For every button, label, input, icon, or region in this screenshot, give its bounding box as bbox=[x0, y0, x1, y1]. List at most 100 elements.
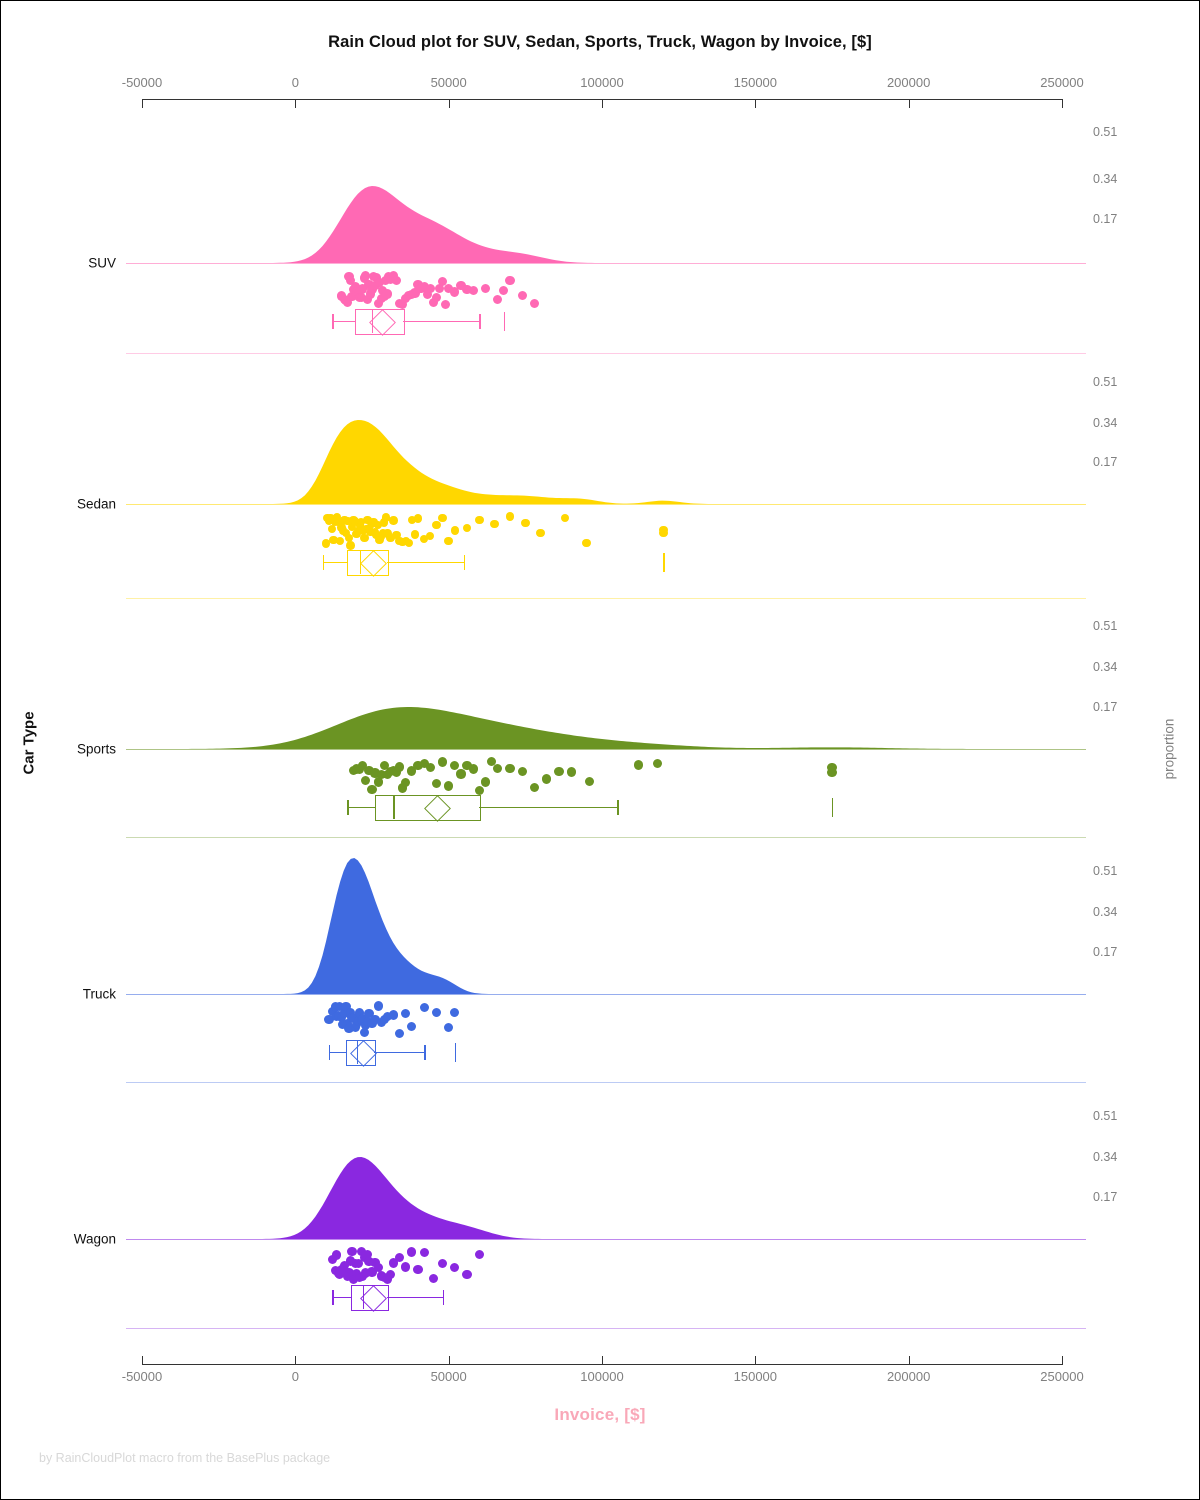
rain-dot bbox=[386, 533, 395, 543]
rain-dot bbox=[358, 284, 368, 294]
rain-dot bbox=[326, 513, 335, 523]
rain-dot bbox=[450, 526, 459, 535]
rain-dot bbox=[364, 1256, 374, 1266]
proportion-tick-label: 0.17 bbox=[1093, 212, 1118, 226]
x-axis-tick bbox=[142, 1356, 143, 1365]
rain-dot bbox=[475, 515, 484, 525]
rain-dot bbox=[341, 529, 351, 538]
density-cloud-truck bbox=[142, 858, 1062, 995]
rain-dot bbox=[401, 777, 411, 787]
rain-dot bbox=[336, 1013, 346, 1023]
box-whisker-line bbox=[479, 807, 618, 809]
box-whisker-line bbox=[373, 1052, 425, 1054]
proportion-tick-label: 0.17 bbox=[1093, 945, 1118, 959]
rain-dot bbox=[468, 764, 478, 774]
rain-dot bbox=[517, 767, 527, 777]
rain-dot bbox=[425, 762, 435, 773]
rain-dot bbox=[474, 786, 484, 796]
footer-note: by RainCloudPlot macro from the BasePlus… bbox=[39, 1451, 331, 1465]
x-axis-tick bbox=[602, 99, 603, 108]
rain-dot bbox=[391, 767, 402, 777]
rain-dot bbox=[395, 1252, 405, 1262]
whisker-cap-high bbox=[424, 1045, 426, 1060]
rain-dot bbox=[361, 1268, 371, 1278]
rain-dot bbox=[370, 1258, 380, 1268]
rain-dot bbox=[364, 1008, 374, 1018]
rain-dot bbox=[336, 1265, 346, 1275]
rain-dot bbox=[344, 533, 354, 543]
panel-sports: Sports 0.17 0.34 0.51 bbox=[1, 1, 1200, 838]
panel-separator bbox=[126, 598, 1086, 599]
rain-dot bbox=[422, 290, 432, 300]
box-outlier-mark bbox=[454, 1043, 457, 1062]
rain-dot bbox=[370, 1014, 380, 1024]
rain-dot bbox=[505, 276, 515, 286]
panel-suv: SUV 0.17 0.34 0.51 bbox=[1, 1, 1200, 354]
rain-dot bbox=[407, 1247, 417, 1257]
rain-dot bbox=[517, 290, 527, 301]
rain-dot bbox=[376, 769, 386, 779]
rain-dot bbox=[582, 538, 591, 548]
rain-dot bbox=[554, 766, 564, 776]
panel-wagon: Wagon 0.17 0.34 0.51 bbox=[1, 1, 1200, 1329]
rain-dot bbox=[354, 526, 363, 536]
x-axis-tick-label: 200000 bbox=[886, 1369, 931, 1384]
rain-dot bbox=[347, 291, 357, 301]
density-cloud-suv bbox=[142, 186, 1062, 264]
panel-truck: Truck 0.17 0.34 0.51 bbox=[1, 1, 1200, 1083]
box-whisker-line bbox=[332, 321, 356, 323]
rain-dot bbox=[419, 282, 429, 292]
category-label-sedan: Sedan bbox=[76, 496, 116, 512]
rain-dot bbox=[358, 1014, 368, 1024]
whisker-cap-high bbox=[479, 314, 481, 329]
rain-dot bbox=[437, 1259, 448, 1269]
panel-separator bbox=[126, 1082, 1086, 1083]
rain-dot bbox=[395, 762, 405, 772]
x-axis-tick bbox=[755, 99, 757, 108]
rain-dot bbox=[401, 1262, 411, 1272]
rain-dot bbox=[444, 284, 454, 294]
rain-dot bbox=[361, 270, 371, 280]
rain-dot bbox=[450, 761, 460, 771]
whisker-cap-low bbox=[332, 1290, 334, 1305]
rain-dot bbox=[353, 1258, 363, 1269]
x-axis-tick-label: 250000 bbox=[1040, 1369, 1084, 1384]
rain-dot bbox=[480, 777, 491, 787]
x-axis-tick-label: 50000 bbox=[430, 1369, 467, 1384]
rain-dot bbox=[388, 271, 399, 281]
rain-dot bbox=[407, 515, 417, 525]
rain-dot bbox=[358, 761, 368, 771]
rain-dot bbox=[373, 298, 383, 308]
x-axis-title: Invoice, [$] bbox=[554, 1405, 646, 1424]
box-iqr bbox=[350, 1285, 390, 1311]
rain-dot bbox=[462, 284, 472, 294]
rain-dot bbox=[378, 529, 387, 538]
proportion-tick-label: 0.51 bbox=[1093, 619, 1118, 633]
rain-dot bbox=[345, 1008, 356, 1018]
rain-dot bbox=[359, 1028, 369, 1038]
rain-dot bbox=[505, 763, 515, 773]
rain-dot bbox=[389, 516, 398, 525]
proportion-tick-label: 0.51 bbox=[1093, 375, 1118, 389]
rain-dot bbox=[327, 524, 337, 534]
panel-sedan: Sedan 0.17 0.34 0.51 bbox=[1, 1, 1200, 599]
rain-dot bbox=[431, 779, 441, 789]
rain-dot bbox=[372, 272, 382, 282]
density-cloud-sedan bbox=[142, 420, 1062, 505]
rain-dot bbox=[536, 528, 545, 538]
rain-dot bbox=[398, 300, 408, 310]
rain-dot bbox=[383, 529, 392, 538]
rain-dot bbox=[659, 528, 668, 538]
rain-dot bbox=[407, 1021, 417, 1031]
rain-dot bbox=[493, 763, 503, 774]
rain-dot bbox=[342, 297, 353, 307]
rain-dot bbox=[431, 1007, 441, 1017]
rain-dot bbox=[561, 513, 570, 523]
rain-dot bbox=[462, 523, 472, 533]
panel-baseline bbox=[126, 504, 1086, 505]
rain-dot bbox=[329, 535, 338, 545]
rain-dot bbox=[450, 1007, 460, 1017]
x-axis-tick bbox=[448, 99, 450, 108]
rain-dot bbox=[827, 762, 837, 772]
